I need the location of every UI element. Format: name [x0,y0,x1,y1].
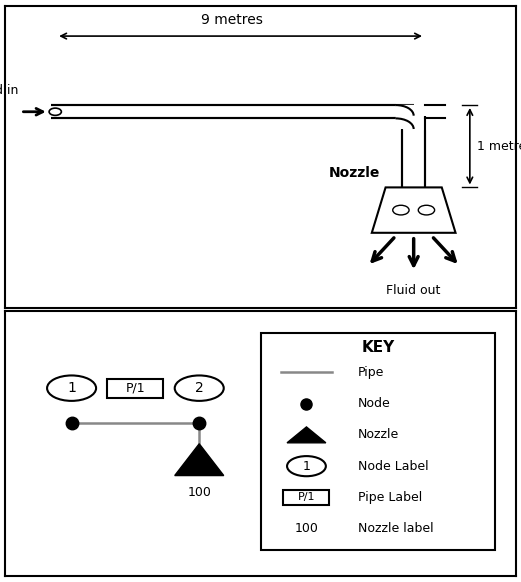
Bar [283,489,329,505]
Text: 1: 1 [67,381,76,395]
Text: 1 metre: 1 metre [477,140,521,152]
Text: Fluid out: Fluid out [387,284,441,297]
Text: 2: 2 [195,381,204,395]
Polygon shape [287,427,326,443]
Text: 9 metres: 9 metres [202,13,263,27]
Circle shape [49,108,61,115]
Circle shape [175,375,224,401]
Text: 100: 100 [187,486,211,499]
Bar [260,332,495,549]
Text: Pipe Label: Pipe Label [357,491,422,504]
Text: Nozzle label: Nozzle label [357,522,433,535]
Text: Pipe: Pipe [357,365,384,379]
Text: P/1: P/1 [126,382,145,395]
Text: 100: 100 [294,522,318,535]
Text: P/1: P/1 [297,492,315,502]
Text: Nozzle: Nozzle [329,166,380,180]
Polygon shape [175,443,224,475]
Text: Node: Node [357,397,390,410]
Text: Node Label: Node Label [357,460,428,473]
Text: Fluid in: Fluid in [0,84,18,97]
Circle shape [47,375,96,401]
Polygon shape [372,187,455,233]
Circle shape [287,456,326,476]
Bar [107,379,164,398]
Text: Nozzle: Nozzle [357,428,399,441]
Text: 1: 1 [303,460,311,473]
Text: KEY: KEY [361,340,394,354]
